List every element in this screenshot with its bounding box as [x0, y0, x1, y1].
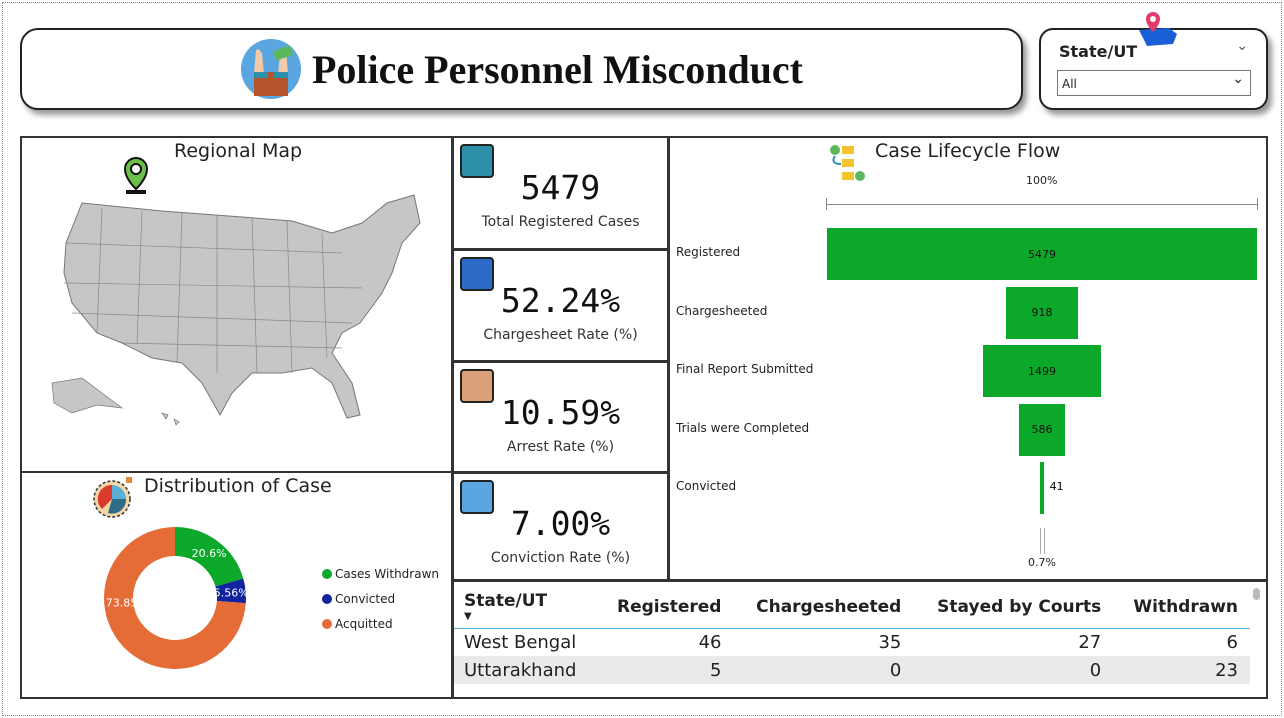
legend-label: Convicted: [335, 592, 396, 606]
slicer-selected-value: All: [1062, 77, 1077, 91]
funnel-bar-value: 5479: [1028, 247, 1056, 261]
funnel-stage-label: Chargesheeted: [676, 303, 768, 318]
chevron-down-icon: ⌄: [1232, 71, 1244, 87]
kpi-card: 10.59% Arrest Rate (%): [452, 361, 669, 473]
state-table: State/UT ▼ Registered Chargesheeted Stayed b…: [454, 586, 1250, 684]
donut-title: Distribution of Case: [144, 475, 332, 497]
legend-marker: [322, 594, 332, 604]
case-lifecycle-panel: Case Lifecycle Flow 100% Registered 5479 C…: [668, 136, 1268, 581]
funnel-stage-label: Final Report Submitted: [676, 362, 814, 376]
funnel-bar[interactable]: 918: [1005, 286, 1078, 339]
kpi-value: 10.59%: [500, 393, 621, 432]
funnel-top-scale: [826, 198, 1258, 210]
legend-item[interactable]: Acquitted: [322, 617, 393, 631]
table-row[interactable]: Uttarakhand 5 0 0 23: [454, 656, 1250, 684]
slicer-collapse-chevron-icon[interactable]: ⌄: [1236, 38, 1248, 54]
funnel-bar-value: 41: [1049, 480, 1064, 493]
donut-slice[interactable]: [175, 527, 244, 587]
legend-item[interactable]: Cases Withdrawn: [322, 567, 439, 581]
funnel-bar-value: 1499: [1027, 364, 1056, 378]
table-cell: 23: [1215, 659, 1238, 681]
legend-marker: [322, 619, 332, 629]
table-cell: Uttarakhand: [464, 659, 577, 681]
kpi-card: 52.24% Chargesheet Rate (%): [452, 249, 669, 362]
funnel-title: Case Lifecycle Flow: [875, 140, 1061, 162]
column-header[interactable]: Stayed by Courts: [913, 586, 1113, 628]
kpi-value: 7.00%: [510, 504, 611, 543]
column-header-label: Chargesheeted: [756, 596, 902, 617]
donut-data-label: 20.6%: [192, 547, 227, 560]
column-header[interactable]: Withdrawn: [1113, 586, 1250, 628]
funnel-top-percent: 100%: [1026, 174, 1058, 187]
kpi-value: 52.24%: [500, 281, 621, 320]
map-pin-icon: [123, 156, 149, 194]
legend-marker: [322, 569, 332, 579]
column-header-label: State/UT: [464, 591, 548, 612]
briefcase-search-icon: [460, 144, 494, 178]
column-header-label: Registered: [616, 596, 722, 617]
column-header-label: Withdrawn: [1133, 596, 1238, 617]
column-header[interactable]: Registered: [597, 586, 734, 628]
legend-label: Acquitted: [335, 617, 393, 631]
legend-item[interactable]: Convicted: [322, 592, 395, 606]
kpi-value: 5479: [520, 168, 601, 207]
state-slicer[interactable]: State/UT ⌄ All ⌄: [1039, 12, 1268, 110]
sort-descending-icon[interactable]: ▼: [464, 611, 472, 623]
funnel-bar[interactable]: 5479: [827, 228, 1257, 280]
funnel-stage-label: Trials were Completed: [676, 420, 810, 435]
handcuffed-hands-money-icon: [240, 39, 301, 99]
title-banner: Police Personnel Misconduct: [20, 28, 1023, 110]
column-header-label: Stayed by Courts: [937, 596, 1102, 617]
kpi-card: 7.00% Conviction Rate (%): [452, 472, 669, 581]
funnel-bar[interactable]: 586: [1019, 403, 1065, 456]
workflow-icon: [830, 145, 865, 181]
column-header[interactable]: State/UT ▼: [454, 586, 597, 628]
funnel-bar[interactable]: [1040, 462, 1044, 514]
funnel-bar[interactable]: 1499: [983, 345, 1101, 397]
legend-label: Cases Withdrawn: [335, 567, 440, 581]
donut-chart[interactable]: 20.6% 5.56% 73.85%: [100, 523, 250, 673]
table-cell: West Bengal: [464, 631, 577, 653]
kpi-label: Conviction Rate (%): [490, 550, 631, 566]
funnel-stage-label: Convicted: [676, 479, 737, 493]
donut-slice[interactable]: [215, 578, 246, 604]
regional-map-panel: Regional Map: [20, 136, 453, 473]
state-table-panel: State/UT ▼ Registered Chargesheeted Stayed b…: [452, 580, 1268, 699]
us-states-map[interactable]: [42, 183, 422, 433]
table-cell: 27: [1078, 631, 1102, 653]
column-header[interactable]: Chargesheeted: [733, 586, 913, 628]
table-cell: 5: [710, 659, 722, 681]
handcuffs-icon: [460, 369, 494, 403]
donut-data-label: 5.56%: [214, 586, 249, 599]
table-row[interactable]: West Bengal 46 35 27 6: [454, 628, 1250, 656]
kpi-card: 5479 Total Registered Cases: [452, 136, 669, 250]
donut-slice[interactable]: [104, 527, 246, 669]
map-title: Regional Map: [174, 140, 303, 162]
kpi-label: Total Registered Cases: [481, 214, 640, 230]
table-cell: 46: [698, 631, 722, 653]
funnel-bottom-scale: [1040, 528, 1045, 554]
us-map-pin-icon: [1139, 12, 1177, 46]
funnel-bar-value: 586: [1031, 423, 1053, 436]
pie-chart-icon: [93, 477, 132, 518]
funnel-stage-label: Registered: [676, 245, 741, 259]
donut-data-label: 73.85%: [106, 597, 148, 610]
table-cell: 0: [889, 659, 902, 681]
kpi-label: Arrest Rate (%): [506, 439, 615, 455]
funnel-bottom-percent: 0.7%: [1028, 556, 1056, 569]
table-cell: 0: [1089, 659, 1102, 681]
judge-gavel-icon: [460, 480, 494, 514]
slicer-label: State/UT: [1059, 42, 1138, 61]
page-title: Police Personnel Misconduct: [311, 46, 804, 92]
table-cell: 35: [878, 631, 902, 653]
distribution-panel: Distribution of Case 20.6% 5.56% 73.85% Ca…: [20, 471, 453, 699]
document-icon: [460, 257, 494, 291]
funnel-bar-value: 918: [1031, 306, 1053, 319]
kpi-label: Chargesheet Rate (%): [483, 327, 638, 343]
table-cell: 6: [1226, 631, 1238, 653]
slicer-dropdown[interactable]: All ⌄: [1057, 70, 1251, 96]
table-scrollbar[interactable]: [1253, 588, 1260, 600]
